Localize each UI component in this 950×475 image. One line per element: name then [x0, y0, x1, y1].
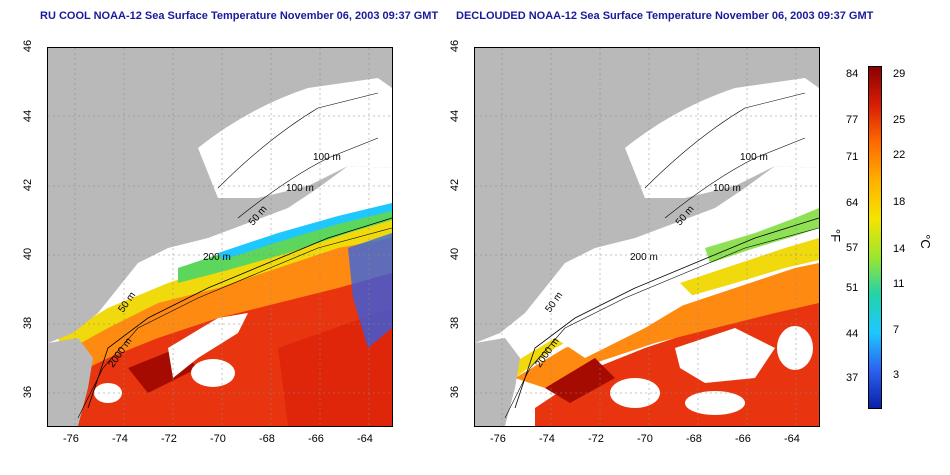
colorbar — [868, 66, 882, 409]
x-tick-label: -72 — [588, 433, 604, 445]
colorbar-f-tick: 57 — [846, 242, 859, 254]
land-coast-south — [48, 338, 93, 426]
colorbar-c-tick: 14 — [893, 243, 906, 255]
x-tick-label: -64 — [784, 433, 800, 445]
x-tick-label: -70 — [210, 433, 226, 445]
colorbar-c-tick: 3 — [893, 369, 900, 381]
sst-green-band — [178, 206, 392, 283]
left-panel-title: RU COOL NOAA-12 Sea Surface Temperature … — [40, 10, 439, 22]
contour-label: 200 m — [203, 252, 231, 263]
colorbar-c-tick: 25 — [893, 114, 906, 126]
y-tick-label: 36 — [449, 385, 462, 399]
y-tick-label: 42 — [22, 178, 35, 192]
cloud-band — [555, 278, 695, 358]
right-panel-title: DECLOUDED NOAA-12 Sea Surface Temperatur… — [456, 10, 874, 22]
y-tick-label: 40 — [22, 247, 35, 261]
y-tick-label: 38 — [22, 316, 35, 330]
x-tick-label: -76 — [63, 433, 79, 445]
right-map: 100 m 100 m 50 m 200 m 50 m 2000 m — [474, 47, 820, 427]
cloud-band — [675, 328, 775, 383]
x-tick-label: -66 — [735, 433, 751, 445]
sst-orange-band — [515, 263, 819, 388]
contour-line — [514, 217, 819, 409]
y-tick-label: 36 — [22, 385, 35, 399]
contour-line — [77, 227, 392, 419]
contour-line — [504, 227, 819, 419]
sst-blue-patch — [348, 233, 392, 348]
sst-warm-region — [535, 298, 819, 426]
gulf-of-maine-water — [625, 78, 819, 198]
sst-yellow-band — [505, 238, 819, 378]
celsius-unit-label: °C — [917, 234, 933, 249]
contour-label: 200 m — [630, 252, 658, 263]
colorbar-f-tick: 64 — [846, 197, 859, 209]
colorbar-c-tick: 29 — [893, 68, 906, 80]
contour-line — [87, 217, 392, 409]
y-tick-label: 44 — [449, 109, 462, 123]
colorbar-c-tick: 7 — [893, 324, 900, 336]
colorbar-f-tick: 77 — [846, 114, 859, 126]
left-map: 100 m 100 m 50 m 200 m 50 m 2000 m — [47, 47, 393, 427]
colorbar-c-tick: 22 — [893, 149, 906, 161]
sst-red-patch — [278, 308, 392, 426]
land-coast-south — [475, 338, 520, 426]
y-tick-label: 40 — [449, 247, 462, 261]
gulf-of-maine-water — [198, 78, 392, 198]
cloud-blob — [685, 391, 745, 415]
contour-line — [217, 92, 379, 189]
x-tick-label: -76 — [490, 433, 506, 445]
cloud-blob — [777, 326, 813, 370]
grid-lines — [48, 48, 392, 426]
contour-label: 100 m — [286, 183, 314, 194]
contour-line — [237, 137, 379, 219]
colorbar-f-tick: 37 — [846, 372, 859, 384]
sst-darkred-patch — [545, 358, 615, 403]
x-tick-label: -72 — [161, 433, 177, 445]
x-tick-label: -68 — [259, 433, 275, 445]
sst-orange-band — [68, 233, 392, 378]
contour-line — [644, 92, 806, 189]
right-map-svg: 100 m 100 m 50 m 200 m 50 m 2000 m — [475, 48, 819, 426]
colorbar-f-tick: 84 — [846, 68, 859, 80]
sst-yellow-band — [58, 213, 392, 353]
x-tick-label: -64 — [357, 433, 373, 445]
contour-label: 100 m — [313, 152, 341, 163]
contour-label: 100 m — [740, 152, 768, 163]
y-tick-label: 38 — [449, 316, 462, 330]
colorbar-c-tick: 11 — [893, 278, 905, 290]
colorbar-f-tick: 71 — [846, 151, 859, 163]
y-tick-label: 46 — [449, 39, 462, 53]
cloud-band — [168, 313, 248, 378]
x-tick-label: -68 — [686, 433, 702, 445]
colorbar-c-tick: 18 — [893, 196, 906, 208]
colorbar-f-tick: 51 — [846, 282, 859, 294]
colorbar-f-tick: 44 — [846, 328, 859, 340]
grid-lines — [475, 48, 819, 426]
y-tick-label: 46 — [22, 39, 35, 53]
fahrenheit-unit-label: °F — [828, 228, 844, 243]
sst-cyan-band — [218, 203, 392, 260]
contour-line — [664, 137, 806, 219]
x-tick-label: -70 — [637, 433, 653, 445]
x-tick-label: -66 — [308, 433, 324, 445]
left-map-svg: 100 m 100 m 50 m 200 m 50 m 2000 m — [48, 48, 392, 426]
x-tick-label: -74 — [539, 433, 555, 445]
x-tick-label: -74 — [112, 433, 128, 445]
y-tick-label: 42 — [449, 178, 462, 192]
contour-label: 100 m — [713, 183, 741, 194]
y-tick-label: 44 — [22, 109, 35, 123]
cloud-blob — [191, 359, 235, 387]
